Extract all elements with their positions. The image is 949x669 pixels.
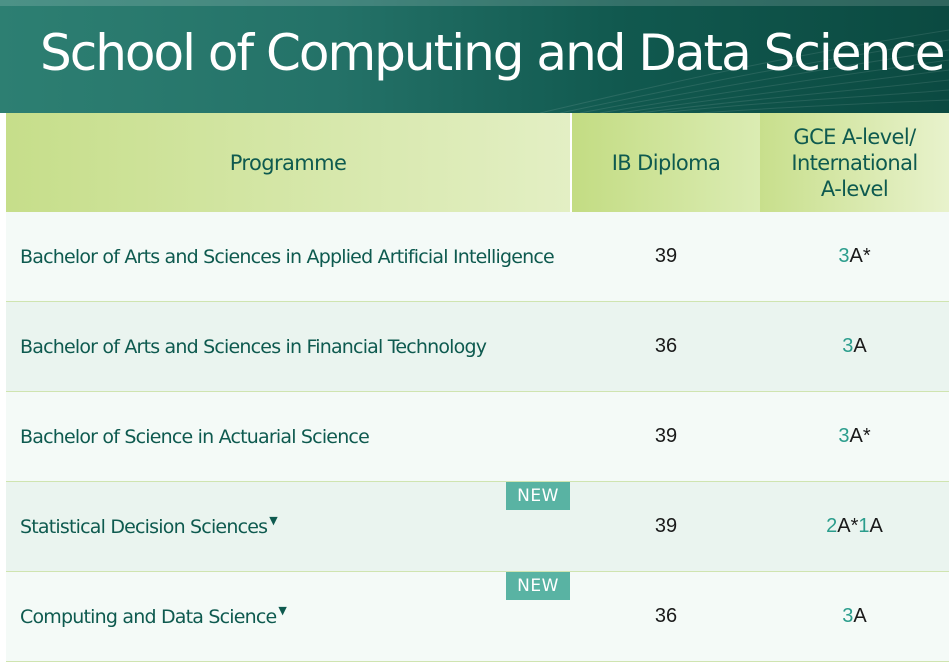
gce-count: 3 <box>838 425 850 447</box>
gce-count: 3 <box>842 335 854 357</box>
column-header-ib-diploma: IB Diploma <box>572 113 760 212</box>
decorative-lines <box>0 0 949 113</box>
gce-grade: A* <box>849 245 871 267</box>
gce-grade: A <box>853 605 867 627</box>
table-row: Bachelor of Arts and Sciences in Financi… <box>6 302 949 392</box>
programme-name: Computing and Data Science ▼ <box>20 572 287 661</box>
ib-diploma-score: 39 <box>654 425 678 447</box>
column-header-programme: Programme <box>6 113 570 212</box>
column-header-gce-a-level: GCE A-level/ International A-level <box>760 113 949 212</box>
table-header: Programme IB Diploma GCE A-level/ Intern… <box>6 113 949 212</box>
page-title: School of Computing and Data Science <box>40 24 945 82</box>
triangle-marker-icon: ▼ <box>269 514 277 527</box>
gce-grade: A* <box>837 515 859 537</box>
table-row: Bachelor of Arts and Sciences in Applied… <box>6 212 949 302</box>
gce-count: 3 <box>842 605 854 627</box>
programme-name: Bachelor of Arts and Sciences in Applied… <box>20 245 555 268</box>
programme-label: Computing and Data Science <box>20 605 277 628</box>
gce-requirement: 3 A* <box>760 212 949 301</box>
gce-grade: A* <box>849 425 871 447</box>
gce-grade: A <box>853 335 867 357</box>
programme-name: Statistical Decision Sciences ▼ <box>20 482 278 571</box>
ib-diploma-score: 36 <box>654 605 678 627</box>
gce-grade-2: A <box>869 515 883 537</box>
gce-requirement: 2 A* 1 A <box>760 482 949 571</box>
programme-label: Statistical Decision Sciences <box>20 515 268 538</box>
gce-count: 3 <box>838 245 850 267</box>
programme-name: Bachelor of Arts and Sciences in Financi… <box>20 335 487 358</box>
new-badge: NEW <box>506 572 570 600</box>
new-badge: NEW <box>506 482 570 510</box>
title-banner: School of Computing and Data Science <box>0 0 949 113</box>
ib-diploma-score: 39 <box>654 245 678 267</box>
programme-name: Bachelor of Science in Actuarial Science <box>20 425 370 448</box>
gce-count-2: 1 <box>858 515 870 537</box>
gce-count: 2 <box>826 515 838 537</box>
triangle-marker-icon: ▼ <box>278 604 287 617</box>
table-row: Bachelor of Science in Actuarial Science… <box>6 392 949 482</box>
gce-requirement: 3 A* <box>760 392 949 481</box>
entry-requirements-table: Programme IB Diploma GCE A-level/ Intern… <box>6 113 949 662</box>
gce-header-label: GCE A-level/ International A-level <box>791 124 918 201</box>
ib-diploma-score: 39 <box>654 515 678 537</box>
ib-diploma-score: 36 <box>654 335 678 357</box>
